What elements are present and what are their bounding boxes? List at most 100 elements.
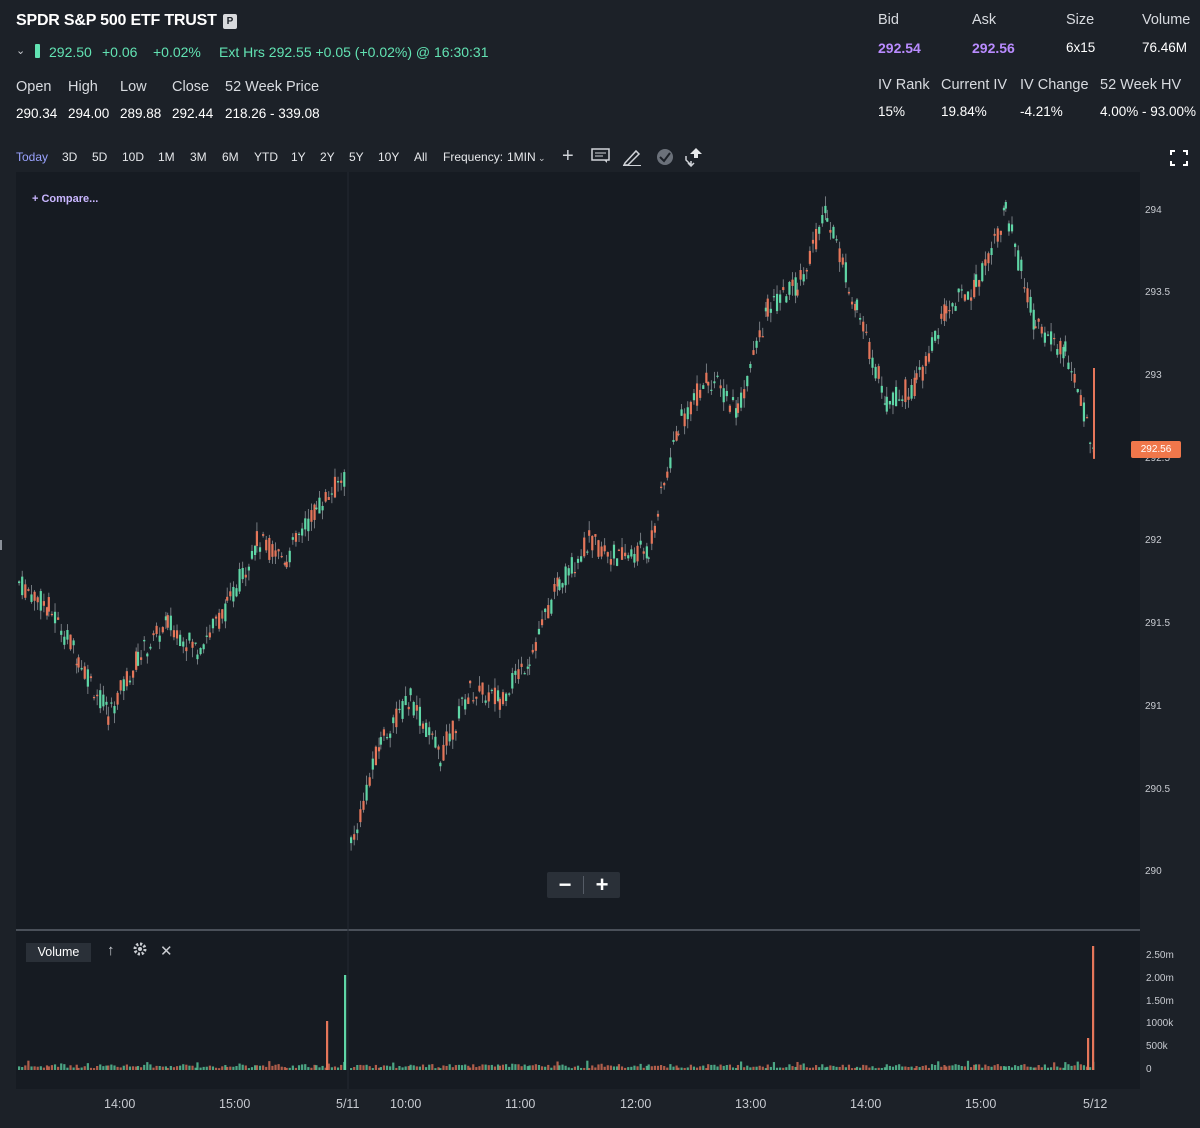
price-chart-area[interactable] bbox=[16, 172, 1140, 929]
volume-bar bbox=[746, 1065, 749, 1070]
volume-bar bbox=[537, 1065, 541, 1070]
candle-body bbox=[86, 669, 89, 687]
candle-body bbox=[534, 642, 537, 651]
range-1y[interactable]: 1Y bbox=[291, 150, 306, 164]
panel-divider[interactable] bbox=[16, 929, 1140, 931]
iv-change-value: -4.21% bbox=[1020, 104, 1063, 119]
candle-body bbox=[1034, 326, 1037, 329]
volume-bar bbox=[336, 1067, 340, 1070]
volume-bar bbox=[639, 1063, 642, 1070]
candle-body bbox=[496, 690, 500, 702]
volume-bar bbox=[484, 1064, 487, 1070]
volume-bar bbox=[379, 1067, 382, 1070]
range-5d[interactable]: 5D bbox=[92, 150, 108, 164]
price-axis-tick: 292.5 bbox=[1145, 453, 1171, 464]
range-10d[interactable]: 10D bbox=[122, 150, 145, 164]
left-gutter bbox=[0, 172, 16, 1092]
volume-bar bbox=[672, 1066, 675, 1070]
compare-button[interactable]: + Compare... bbox=[32, 193, 99, 205]
fullscreen-icon[interactable] bbox=[1170, 150, 1188, 171]
volume-bar bbox=[326, 1021, 329, 1070]
candle-body bbox=[122, 679, 125, 692]
candle-body bbox=[1026, 288, 1029, 303]
range-2y[interactable]: 2Y bbox=[320, 150, 335, 164]
volume-bar bbox=[865, 1065, 868, 1070]
candle-body bbox=[633, 553, 636, 563]
candle-body bbox=[600, 546, 603, 557]
pre-post-market-badge: P bbox=[223, 14, 237, 29]
volume-study-label[interactable]: Volume bbox=[26, 943, 91, 962]
chevron-down-icon[interactable]: ⌄ bbox=[16, 45, 26, 57]
candle-body bbox=[33, 591, 36, 601]
volume-bar bbox=[547, 1064, 550, 1070]
candle-body bbox=[487, 692, 490, 702]
arrow-up-icon[interactable]: ↑ bbox=[107, 942, 115, 959]
range-ytd[interactable]: YTD bbox=[254, 150, 278, 164]
candle-body bbox=[859, 317, 862, 320]
candle-body bbox=[478, 685, 481, 692]
candle-body bbox=[725, 390, 728, 397]
candle-body bbox=[45, 607, 49, 616]
range-3d[interactable]: 3D bbox=[62, 150, 78, 164]
volume-bar bbox=[283, 1067, 286, 1070]
candle-body bbox=[472, 700, 475, 702]
candle-body bbox=[241, 567, 244, 580]
volume-bar bbox=[735, 1067, 738, 1070]
candle-body bbox=[1056, 349, 1059, 355]
range-all[interactable]: All bbox=[414, 150, 428, 164]
volume-bar bbox=[437, 1067, 440, 1070]
candle-body bbox=[805, 269, 808, 272]
frequency-select[interactable]: 1MIN bbox=[507, 150, 536, 164]
candle-body bbox=[398, 708, 401, 711]
candle-body bbox=[829, 229, 832, 233]
close-icon[interactable]: ✕ bbox=[160, 943, 173, 960]
range-today[interactable]: Today bbox=[16, 150, 49, 164]
volume-bar bbox=[291, 1065, 294, 1070]
zoom-out-button[interactable]: − bbox=[558, 872, 572, 897]
pencil-draw-icon[interactable] bbox=[622, 148, 642, 171]
volume-bar bbox=[921, 1065, 924, 1070]
candle-body bbox=[865, 331, 868, 333]
zoom-in-button[interactable]: + bbox=[595, 872, 609, 897]
volume-bar bbox=[478, 1066, 481, 1070]
candle-body bbox=[719, 385, 722, 389]
candle-body bbox=[567, 568, 570, 576]
volume-bar bbox=[99, 1064, 102, 1070]
volume-bar bbox=[146, 1062, 149, 1070]
volume-bar bbox=[389, 1066, 392, 1070]
volume-bar bbox=[526, 1066, 529, 1070]
frequency-chevron-icon[interactable]: ⌄ bbox=[538, 153, 546, 163]
range-6m[interactable]: 6M bbox=[222, 150, 239, 164]
candle-body bbox=[247, 566, 250, 571]
range-5y[interactable]: 5Y bbox=[349, 150, 364, 164]
volume-bar bbox=[999, 1066, 1002, 1070]
volume-bar bbox=[464, 1064, 467, 1070]
range-3m[interactable]: 3M bbox=[190, 150, 207, 164]
candle-body bbox=[356, 829, 359, 834]
candle-body bbox=[888, 400, 891, 405]
gear-icon[interactable] bbox=[132, 941, 148, 961]
volume-bar bbox=[350, 1068, 353, 1070]
crosshair-icon[interactable]: + bbox=[562, 145, 574, 167]
volume-bar bbox=[365, 1064, 368, 1070]
range-10y[interactable]: 10Y bbox=[378, 150, 400, 164]
range-1m[interactable]: 1M bbox=[158, 150, 175, 164]
annotation-icon[interactable] bbox=[591, 148, 610, 169]
volume-bar bbox=[761, 1066, 764, 1070]
candle-body bbox=[377, 747, 381, 752]
share-export-icon[interactable] bbox=[684, 146, 706, 173]
studies-icon[interactable] bbox=[656, 148, 674, 171]
candle-body bbox=[791, 279, 794, 286]
volume-bar bbox=[683, 1067, 686, 1070]
volume-bar bbox=[274, 1064, 277, 1070]
panel-resize-handle[interactable] bbox=[0, 540, 2, 550]
candle-body bbox=[382, 729, 386, 736]
volume-bar bbox=[265, 1066, 268, 1070]
candle-body bbox=[1079, 395, 1082, 406]
volume-chart-area[interactable] bbox=[16, 931, 1140, 1089]
price-axis-panel bbox=[1140, 172, 1200, 929]
candle-body bbox=[39, 591, 42, 611]
volume-bar bbox=[868, 1067, 871, 1070]
volume-bar bbox=[113, 1065, 116, 1070]
